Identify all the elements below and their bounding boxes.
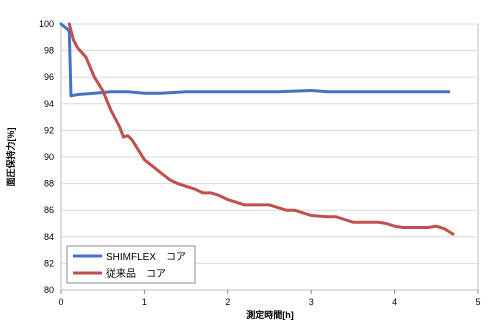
y-axis-ticks: 80 82 84 86 88 90 92 94 96 98 100 xyxy=(39,19,54,295)
legend-label-shimflex: SHIMFLEX コア xyxy=(106,252,186,263)
x-tick-label: 2 xyxy=(225,297,230,307)
y-tick-label: 82 xyxy=(44,258,54,268)
y-tick-label: 80 xyxy=(44,285,54,295)
legend-label-conventional: 従来品 コア xyxy=(106,267,166,280)
legend-box xyxy=(66,245,196,284)
y-tick-label: 96 xyxy=(44,72,54,82)
x-tick-label: 4 xyxy=(392,297,397,307)
x-tick-label: 0 xyxy=(58,297,63,307)
series-line-shimflex xyxy=(59,22,451,98)
y-tick-label: 84 xyxy=(44,232,54,242)
x-tick-label: 1 xyxy=(142,297,147,307)
legend: SHIMFLEX コア 従来品 コア xyxy=(66,245,196,284)
y-tick-label: 100 xyxy=(39,19,54,29)
x-tick-label: 5 xyxy=(475,297,480,307)
x-axis-label: 測定時間[h] xyxy=(246,309,294,320)
series-layer xyxy=(59,22,455,236)
y-tick-label: 98 xyxy=(44,46,54,56)
y-tick-label: 94 xyxy=(44,99,54,109)
y-tick-label: 88 xyxy=(44,179,54,189)
y-tick-label: 90 xyxy=(44,152,54,162)
y-tick-label: 92 xyxy=(44,125,54,135)
y-tick-label: 86 xyxy=(44,205,54,215)
x-tick-label: 3 xyxy=(309,297,314,307)
x-axis-ticks: 0 1 2 3 4 5 xyxy=(58,290,481,307)
series-line-conventional xyxy=(67,22,455,236)
y-axis-label: 面圧保持力[%] xyxy=(5,128,16,187)
